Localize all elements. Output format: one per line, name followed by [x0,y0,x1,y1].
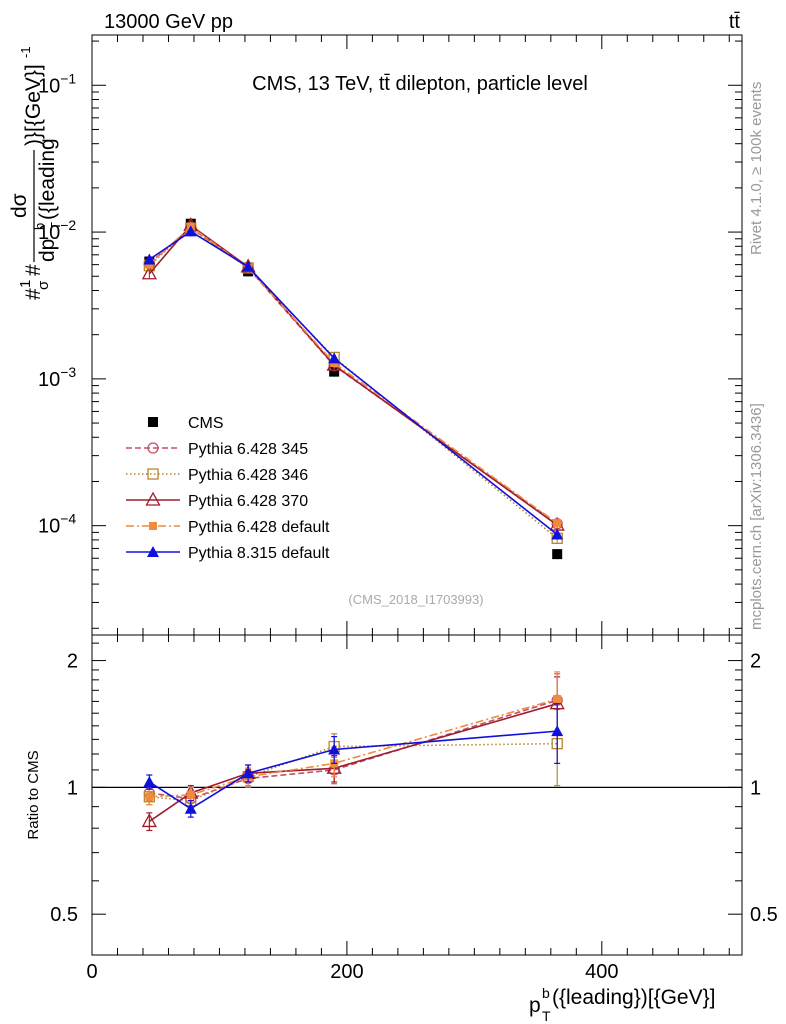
legend-marker [145,491,161,506]
legend-marker [147,468,159,480]
ratio-data-point [553,695,562,704]
ratio-y-tick-label: 1 [67,777,78,799]
ratio-series-line [149,699,558,800]
main-data-point [184,225,197,237]
ratio-data-point [242,767,255,779]
legend-marker [149,522,157,530]
ratio-panel-frame [91,634,743,956]
x-tick-label: 200 [330,961,363,983]
ratio-data-point [184,802,197,814]
legend-entry-5: Pythia 8.315 default [126,545,330,562]
legend-label: Pythia 6.428 370 [188,493,308,510]
main-series-line [148,227,558,539]
ylabel-den-sup: b [32,223,47,230]
ratio-data-point [551,725,564,737]
main-series-layer [141,217,565,560]
ylabel-right: )}[{GeV}] [22,64,45,146]
main-data-point [141,265,157,280]
main-plot-title: CMS, 13 TeV, tt̄ dilepton, particle leve… [252,73,588,95]
ylabel-den-sub: T [48,222,63,230]
main-y-tick-label: 10−1 [38,70,76,97]
legend-label: Pythia 6.428 346 [188,467,308,484]
ratio-series-1 [143,708,563,810]
xlabel-main: p [529,994,541,1017]
ylabel-prefix: # [22,288,45,300]
main-y-tick-label: 10−4 [38,511,76,538]
legend-label: Pythia 6.428 345 [188,441,308,458]
ratio-axis-ticks: 0.5 0.5 1 1 2 2 0 200 400 [50,635,778,983]
ratio-data-point [145,792,154,801]
main-data-point [553,519,562,528]
ratio-series-line [148,730,558,810]
ylabel-right-sup: -1 [18,46,33,58]
main-data-point [552,549,563,560]
main-axis-ticks: 10−1 10−2 10−3 10−4 [38,35,742,635]
ylabel-den-tail: ({leading [36,138,59,220]
header-process-label: tt̄ [729,11,741,33]
ratio-data-point [186,790,195,799]
ratio-y-tick-label-right: 0.5 [750,904,778,926]
legend-marker [147,546,159,557]
legend-label: Pythia 6.428 default [188,519,330,536]
legend-entry-4: Pythia 6.428 default [126,519,330,536]
xlabel-tail: ({leading})[{GeV}] [552,986,715,1009]
main-data-point [329,366,340,377]
mcplots-label: mcplots.cern.ch [arXiv:1306.3436] [748,403,765,630]
x-tick-label: 400 [585,961,618,983]
legend-label: CMS [188,415,224,432]
ratio-series-line [149,742,558,802]
ratio-data-point [141,813,157,828]
legend-entry-2: Pythia 6.428 346 [126,467,308,484]
main-series-5 [143,225,564,540]
x-axis-label: p T b ({leading})[{GeV}] [529,985,715,1024]
rivet-label: Rivet 4.1.0, ≥ 100k events [748,82,765,255]
main-data-point [145,260,154,269]
legend-marker [148,417,158,427]
legend-label: Pythia 8.315 default [188,545,330,562]
analysis-id-label: (CMS_2018_I1703993) [348,592,483,607]
ylabel-numerator: dσ [8,193,31,218]
ratio-series-layer [141,671,565,832]
ratio-data-point [328,743,341,755]
ylabel-hash: # [22,264,45,276]
ratio-y-axis-label: Ratio to CMS [25,750,42,839]
xlabel-sup: b [542,985,550,1001]
legend-entry-0: CMS [148,415,224,432]
main-data-point [242,260,255,272]
main-y-tick-label: 10−2 [38,217,76,244]
ratio-y-tick-label: 0.5 [50,904,78,926]
ylabel-one: 1 [17,280,34,288]
ratio-series-4 [143,703,564,818]
ratio-y-tick-label: 2 [67,651,78,673]
main-series-line [148,225,558,524]
main-series-line [148,230,558,536]
legend-entry-3: Pythia 6.428 370 [126,491,308,510]
x-tick-label: 0 [86,961,97,983]
ratio-y-tick-label-right: 2 [750,651,761,673]
legend-entry-1: Pythia 6.428 345 [126,441,308,458]
main-data-point [328,352,341,364]
header-energy-label: 13000 GeV pp [104,11,233,33]
ratio-series-3 [145,671,562,806]
ylabel-sigma: σ [35,280,52,290]
legend: CMS Pythia 6.428 345 Pythia 6.428 346 Pythi… [126,415,330,562]
ratio-data-point [143,775,156,787]
ratio-y-tick-label-right: 1 [750,777,761,799]
main-y-axis-label: # 1 σ # dσ dp T b ({leading )}[{GeV}] -1 [8,46,63,300]
main-data-point [551,528,564,540]
main-data-point [143,253,156,265]
legend-marker [147,442,159,454]
ratio-series-line [148,702,558,823]
main-y-tick-label: 10−3 [38,364,76,391]
xlabel-sub: T [542,1008,551,1024]
ylabel-den-main: dp [36,239,59,262]
ratio-series-2 [141,676,565,832]
